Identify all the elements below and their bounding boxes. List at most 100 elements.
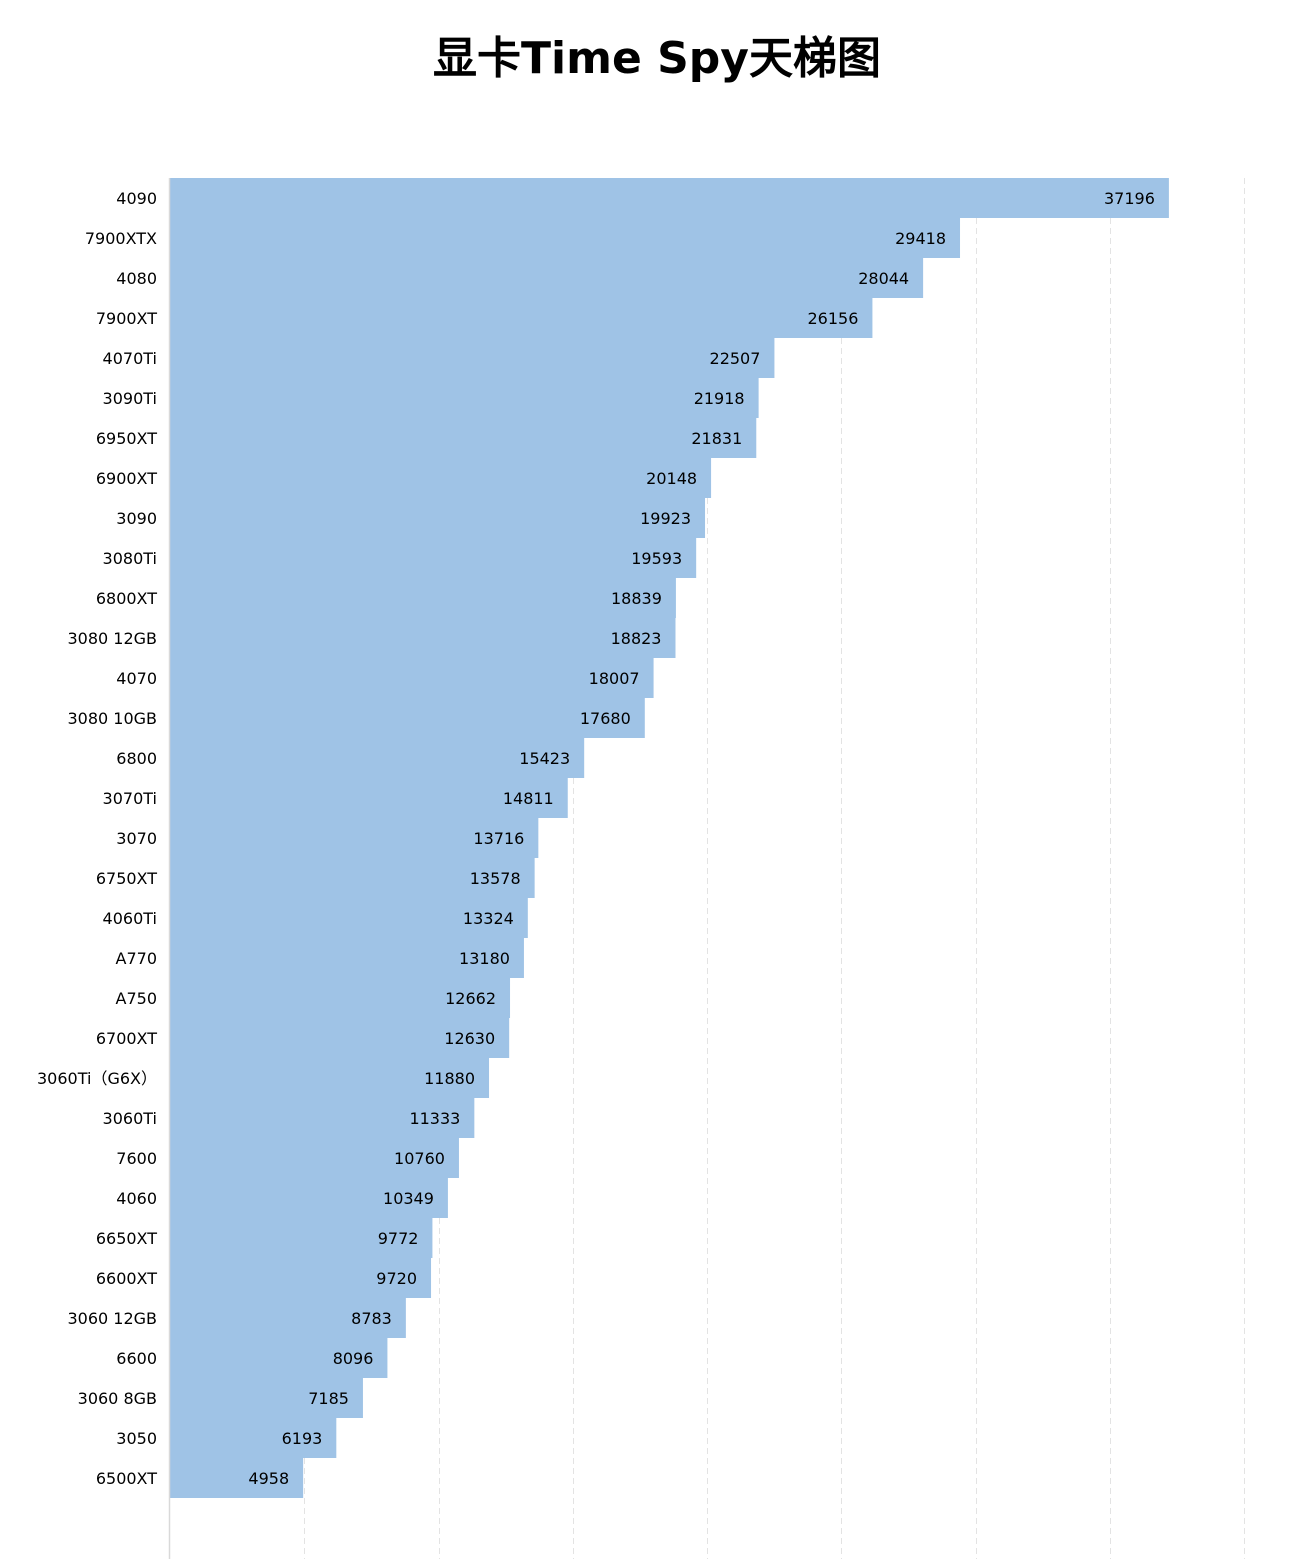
category-label: 3060 12GB [67, 1309, 157, 1328]
category-label: 3060Ti（G6X） [37, 1069, 157, 1088]
category-label: 6650XT [96, 1229, 157, 1248]
bar [170, 178, 1169, 218]
category-label: 3070 [116, 829, 157, 848]
category-label: 4070 [116, 669, 157, 688]
chart-title: 显卡Time Spy天梯图 [433, 33, 881, 84]
labels: 37196 4090 29418 7900XTX 28044 4080 26156 7900X… [37, 189, 1155, 1488]
category-label: 6700XT [96, 1029, 157, 1048]
category-label: 6800 [116, 749, 157, 768]
data-label: 9720 [376, 1269, 417, 1288]
data-label: 14811 [503, 789, 554, 808]
bar [170, 1298, 406, 1338]
category-label: 6750XT [96, 869, 157, 888]
data-label: 7185 [308, 1389, 349, 1408]
data-label: 22507 [710, 349, 761, 368]
bar [170, 1058, 490, 1098]
bar [170, 1258, 432, 1298]
category-label: 3070Ti [103, 789, 157, 808]
bar [170, 778, 568, 818]
data-label: 13578 [470, 869, 521, 888]
bar [170, 618, 676, 658]
bar [170, 338, 775, 378]
data-label: 21918 [694, 389, 745, 408]
bar [170, 738, 585, 778]
bar [170, 378, 759, 418]
category-label: 4060Ti [103, 909, 157, 928]
data-label: 15423 [519, 749, 570, 768]
bar [170, 498, 706, 538]
bar [170, 1378, 363, 1418]
category-label: 3060Ti [103, 1109, 157, 1128]
bar [170, 818, 539, 858]
bar [170, 938, 524, 978]
data-label: 18823 [611, 629, 662, 648]
bars [170, 178, 1169, 1498]
data-label: 26156 [808, 309, 859, 328]
bar [170, 898, 528, 938]
category-label: 3060 8GB [78, 1389, 157, 1408]
bar [170, 978, 511, 1018]
bar [170, 298, 873, 338]
bar [170, 1018, 510, 1058]
category-label: 6800XT [96, 589, 157, 608]
data-label: 12662 [445, 989, 496, 1008]
bar [170, 538, 697, 578]
category-label: 7900XTX [85, 229, 157, 248]
bar [170, 1418, 337, 1458]
category-label: 6950XT [96, 429, 157, 448]
data-label: 13716 [473, 829, 524, 848]
data-label: 6193 [282, 1429, 323, 1448]
category-label: 6900XT [96, 469, 157, 488]
bar [170, 458, 712, 498]
bar [170, 858, 535, 898]
bar [170, 258, 924, 298]
data-label: 10760 [394, 1149, 445, 1168]
category-label: 4070Ti [103, 349, 157, 368]
data-label: 19593 [631, 549, 682, 568]
bar [170, 1098, 475, 1138]
data-label: 13324 [463, 909, 514, 928]
bar [170, 1178, 448, 1218]
data-label: 18839 [611, 589, 662, 608]
category-label: A770 [116, 949, 157, 968]
data-label: 29418 [895, 229, 946, 248]
category-label: 6500XT [96, 1469, 157, 1488]
bar [170, 578, 676, 618]
data-label: 37196 [1104, 189, 1155, 208]
category-label: 7600 [116, 1149, 157, 1168]
bar [170, 698, 645, 738]
category-label: 6600XT [96, 1269, 157, 1288]
category-label: 3090Ti [103, 389, 157, 408]
bar [170, 1338, 388, 1378]
data-label: 13180 [459, 949, 510, 968]
data-label: 8096 [333, 1349, 374, 1368]
bar [170, 1138, 459, 1178]
bar [170, 1458, 304, 1498]
data-label: 4958 [248, 1469, 289, 1488]
category-label: 3080 10GB [67, 709, 157, 728]
data-label: 12630 [444, 1029, 495, 1048]
category-label: 3080 12GB [67, 629, 157, 648]
data-label: 11333 [409, 1109, 460, 1128]
category-label: 4080 [116, 269, 157, 288]
bar [170, 418, 757, 458]
category-label: A750 [116, 989, 157, 1008]
data-label: 19923 [640, 509, 691, 528]
data-label: 10349 [383, 1189, 434, 1208]
bar [170, 1218, 433, 1258]
data-label: 28044 [858, 269, 909, 288]
category-label: 4090 [116, 189, 157, 208]
category-label: 6600 [116, 1349, 157, 1368]
data-label: 18007 [589, 669, 640, 688]
category-label: 3050 [116, 1429, 157, 1448]
data-label: 11880 [424, 1069, 475, 1088]
category-label: 4060 [116, 1189, 157, 1208]
data-label: 9772 [378, 1229, 419, 1248]
data-label: 8783 [351, 1309, 392, 1328]
data-label: 17680 [580, 709, 631, 728]
data-label: 21831 [691, 429, 742, 448]
category-label: 3090 [116, 509, 157, 528]
bar [170, 658, 654, 698]
category-label: 7900XT [96, 309, 157, 328]
